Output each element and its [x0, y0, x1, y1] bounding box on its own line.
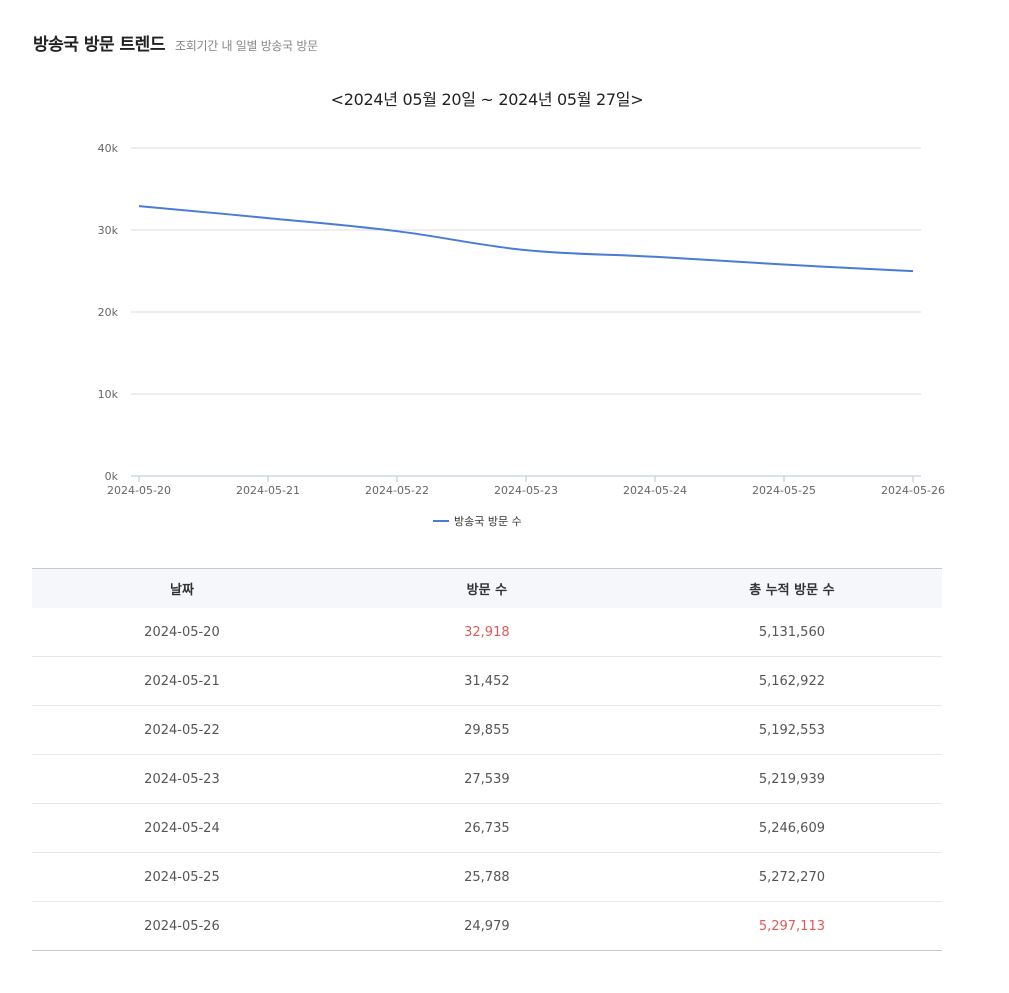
x-tick-label: 2024-05-25: [752, 484, 816, 497]
x-tick-label: 2024-05-23: [494, 484, 558, 497]
cell-date: 2024-05-26: [32, 901, 332, 951]
page-header: 방송국 방문 트렌드 조회기간 내 일별 방송국 방문: [33, 30, 318, 55]
cell-total: 5,246,609: [641, 803, 942, 853]
x-tick-label: 2024-05-20: [107, 484, 171, 497]
cell-visits: 27,539: [331, 754, 642, 804]
cell-total: 5,192,553: [641, 705, 942, 755]
cell-visits: 25,788: [331, 852, 642, 902]
cell-date: 2024-05-24: [32, 803, 332, 853]
cell-date: 2024-05-21: [32, 656, 332, 706]
y-tick-label: 30k: [98, 224, 119, 237]
column-header-date[interactable]: 날짜: [32, 568, 332, 608]
series-line: [138, 205, 914, 273]
page-subtitle: 조회기간 내 일별 방송국 방문: [174, 39, 318, 53]
x-axis: 2024-05-20 2024-05-21 2024-05-22 2024-05-23…: [107, 475, 945, 497]
cell-visits: 26,735: [331, 803, 642, 853]
column-header-visits[interactable]: 방문 수: [331, 568, 642, 608]
y-tick-label: 40k: [98, 142, 119, 155]
chart-title: <2024년 05월 20일 ~ 2024년 05월 27일>: [330, 90, 644, 109]
visits-table: 날짜 방문 수 총 누적 방문 수 2024-05-20 32,918 5,13…: [32, 568, 942, 951]
y-tick-label: 0k: [105, 470, 119, 483]
cell-total: 5,272,270: [641, 852, 942, 902]
page-title: 방송국 방문 트렌드: [33, 35, 165, 55]
table-row: 2024-05-20 32,918 5,131,560: [32, 608, 942, 657]
table-row: 2024-05-22 29,855 5,192,553: [32, 705, 942, 755]
y-tick-label: 20k: [98, 306, 119, 319]
x-tick-label: 2024-05-22: [365, 484, 429, 497]
cell-visits: 24,979: [331, 901, 642, 951]
cell-visits: 32,918: [464, 624, 510, 640]
x-tick-label: 2024-05-26: [881, 484, 945, 497]
cell-date: 2024-05-23: [32, 754, 332, 804]
column-header-total[interactable]: 총 누적 방문 수: [641, 568, 942, 608]
cell-visits: 31,452: [331, 656, 642, 706]
cell-date: 2024-05-20: [144, 624, 220, 640]
cell-date: 2024-05-25: [32, 852, 332, 902]
y-tick-label: 10k: [98, 388, 119, 401]
table-row: 2024-05-24 26,735 5,246,609: [32, 803, 942, 853]
x-tick-label: 2024-05-21: [236, 484, 300, 497]
table-row: 2024-05-21 31,452 5,162,922: [32, 656, 942, 706]
table-row: 2024-05-26 24,979 5,297,113: [32, 901, 942, 951]
table-row: 2024-05-23 27,539 5,219,939: [32, 754, 942, 804]
cell-date: 2024-05-22: [32, 705, 332, 755]
cell-total: 5,131,560: [758, 624, 825, 640]
cell-total: 5,297,113: [641, 901, 942, 951]
legend-label: 방송국 방문 수: [454, 515, 522, 528]
cell-total: 5,219,939: [641, 754, 942, 804]
y-axis: 0k 10k 20k 30k 40k: [98, 142, 119, 483]
table-header-row: 날짜 방문 수 총 누적 방문 수: [32, 568, 942, 608]
cell-visits: 29,855: [331, 705, 642, 755]
cell-total: 5,162,922: [641, 656, 942, 706]
legend-line-icon: [433, 520, 449, 522]
x-tick-label: 2024-05-24: [623, 484, 687, 497]
chart-grid: [131, 147, 921, 395]
table-row: 2024-05-25 25,788 5,272,270: [32, 852, 942, 902]
chart-legend[interactable]: 방송국 방문 수: [433, 513, 522, 529]
